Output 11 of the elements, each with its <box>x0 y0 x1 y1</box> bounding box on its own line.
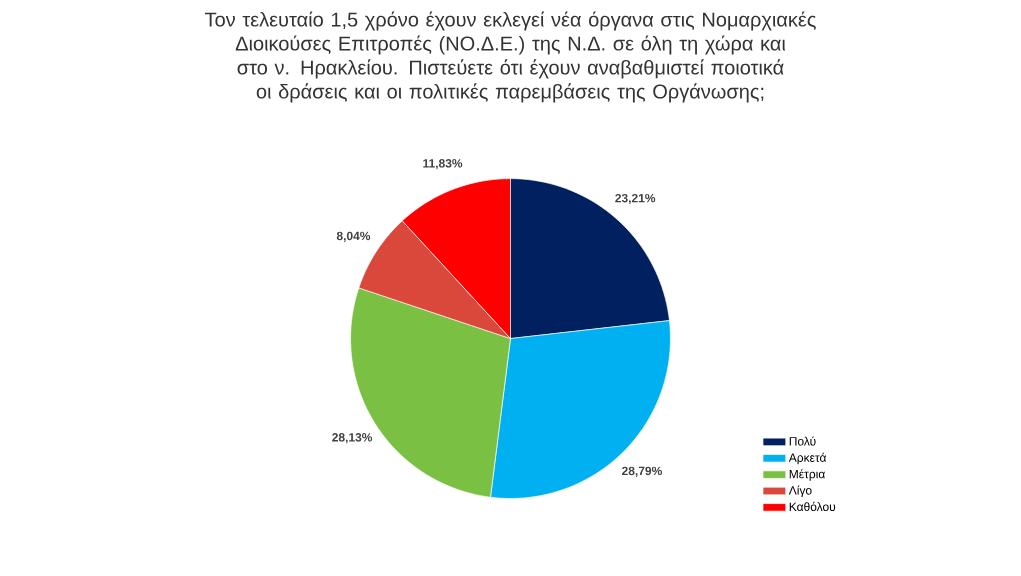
data-label: 11,83% <box>423 159 463 170</box>
legend-label: Αρκετά <box>788 452 827 465</box>
legend-label: Λίγο <box>788 485 812 498</box>
legend-label: Πολύ <box>789 436 816 446</box>
legend-label: Μέτρια <box>789 469 825 481</box>
data-label: 28,79% <box>622 466 662 477</box>
legend-label: Καθόλου <box>789 501 836 512</box>
data-label: 8,04% <box>336 231 371 243</box>
data-label: 23,21% <box>615 193 656 205</box>
chart-title: Τον τελευταίο 1,5 χρόνο έχουν εκλεγεί νέα όργανα στις Νομαρχιακές Διοικούσες Επιτροπές (ΝΟ.Δ.Ε.) της Ν.Δ. σε όλη τη χώρα και στο ν. Ηρακλείου. Πιστεύετε ότι έχουν αναβαθμιστεί ποιοτικά οι δράσεις και οι πολιτικές παρεμβάσεις της Οργάνωσης; <box>204 11 816 103</box>
data-label: 28,13% <box>332 433 373 444</box>
